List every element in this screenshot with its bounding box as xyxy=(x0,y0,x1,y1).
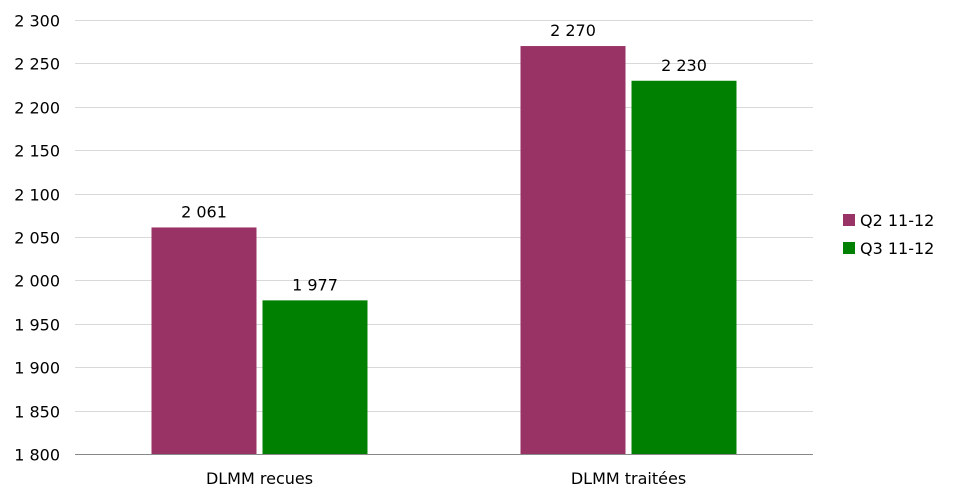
bar xyxy=(151,227,257,454)
data-label: 2 270 xyxy=(550,21,596,40)
y-tick-label: 2 250 xyxy=(14,55,60,74)
y-tick-label: 2 050 xyxy=(14,229,60,248)
y-tick-label: 2 150 xyxy=(14,142,60,161)
y-tick-label: 1 850 xyxy=(14,403,60,422)
legend-swatch-q3 xyxy=(843,242,855,254)
legend-label-q2: Q2 11-12 xyxy=(860,210,935,230)
bar xyxy=(520,46,626,454)
y-tick-label: 2 200 xyxy=(14,99,60,118)
y-tick-label: 1 950 xyxy=(14,316,60,335)
bar xyxy=(631,80,737,454)
y-tick-label: 1 900 xyxy=(14,359,60,378)
y-tick-label: 2 300 xyxy=(14,12,60,31)
legend-item-q2: Q2 11-12 xyxy=(843,210,934,230)
x-tick-label: DLMM traitées xyxy=(571,469,686,488)
legend-item-q3: Q3 11-12 xyxy=(843,238,934,258)
y-tick-label: 2 100 xyxy=(14,186,60,205)
legend-swatch-q2 xyxy=(843,214,855,226)
bar xyxy=(262,300,368,454)
x-tick-label: DLMM recues xyxy=(206,469,313,488)
legend-label-q3: Q3 11-12 xyxy=(860,238,935,258)
y-tick-label: 2 000 xyxy=(14,272,60,291)
y-tick-label: 1 800 xyxy=(14,446,60,465)
data-label: 1 977 xyxy=(292,275,338,294)
data-label: 2 061 xyxy=(181,202,227,221)
data-label: 2 230 xyxy=(661,56,707,75)
legend: Q2 11-12 Q3 11-12 xyxy=(843,210,934,266)
